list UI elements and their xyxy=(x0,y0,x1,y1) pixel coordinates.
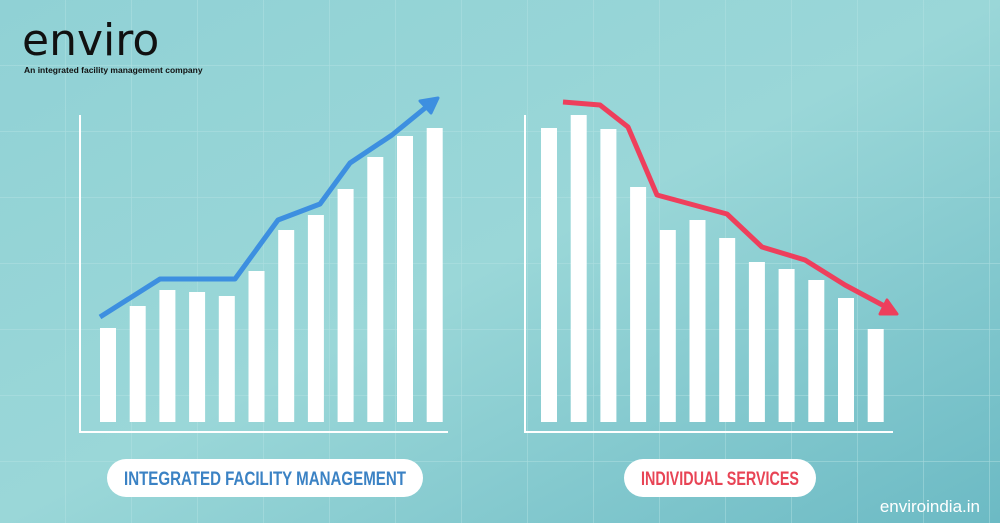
bar xyxy=(867,329,884,422)
bar xyxy=(100,328,116,422)
chart-title: INDIVIDUAL SERVICES xyxy=(641,469,799,490)
bar xyxy=(307,215,324,422)
chart-title: INTEGRATED FACILITY MANAGEMENT xyxy=(124,469,406,490)
bar xyxy=(630,187,647,422)
bar xyxy=(278,230,295,422)
bar xyxy=(367,157,384,422)
bar xyxy=(337,189,354,422)
bar xyxy=(719,238,736,422)
bar xyxy=(689,220,706,422)
bar xyxy=(129,306,146,422)
trend-line xyxy=(562,99,890,311)
bar xyxy=(159,290,176,422)
bar xyxy=(748,262,765,422)
bar xyxy=(659,230,676,422)
bar xyxy=(838,298,854,422)
tagline: An integrated facility management compan… xyxy=(24,65,203,75)
bar xyxy=(189,292,206,422)
website-url: enviroindia.in xyxy=(880,497,980,516)
bar xyxy=(778,269,795,422)
axes xyxy=(79,115,893,433)
title-pill xyxy=(624,459,816,497)
trend-line xyxy=(98,102,432,320)
trend-arrow xyxy=(418,96,440,115)
bar xyxy=(600,129,617,422)
bar xyxy=(218,296,235,422)
bar xyxy=(541,128,557,422)
bar xyxy=(570,115,587,422)
bar xyxy=(808,280,825,422)
bar xyxy=(397,136,413,422)
title-pill xyxy=(107,459,423,497)
bar xyxy=(426,128,443,422)
logo: enviro xyxy=(22,15,159,66)
trend-arrow xyxy=(878,298,899,316)
bar xyxy=(248,271,265,422)
